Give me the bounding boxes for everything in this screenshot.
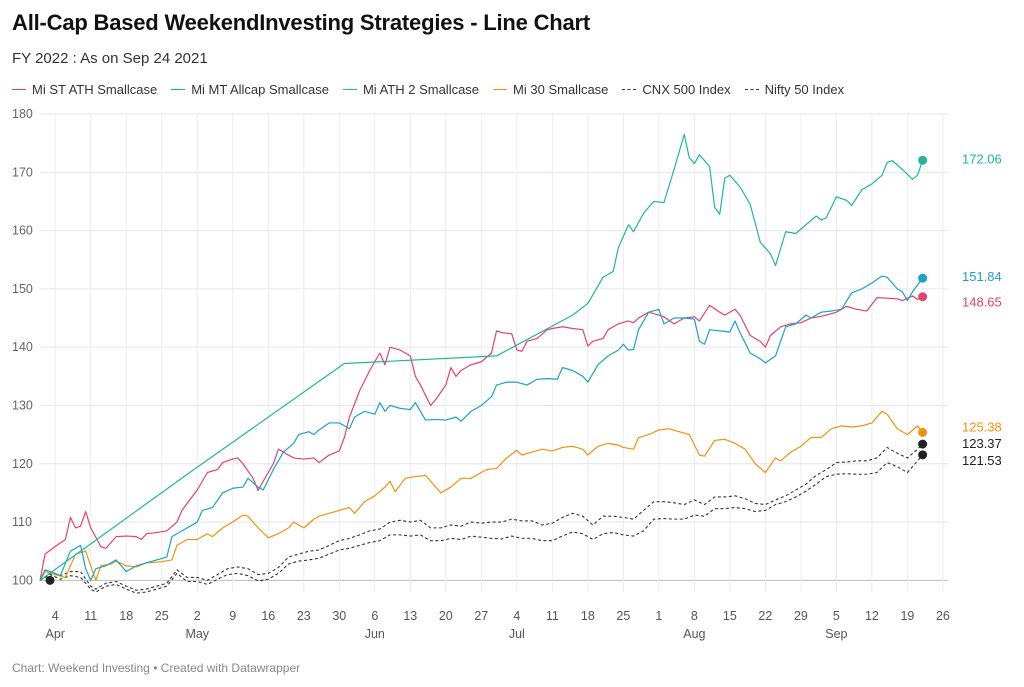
end-point-dot — [918, 292, 928, 302]
legend-label: Mi ST ATH Smallcase — [32, 82, 158, 97]
end-point-dot — [918, 450, 928, 460]
legend-item-mi-mt-allcap: Mi MT Allcap Smallcase — [171, 82, 329, 97]
legend-item-mi-ath-2: Mi ATH 2 Smallcase — [342, 82, 480, 97]
x-tick-label: 26 — [936, 609, 950, 623]
x-tick-label: 2 — [194, 609, 201, 623]
x-tick-label: 30 — [332, 609, 346, 623]
x-tick-label: 8 — [691, 609, 698, 623]
x-tick-label: 15 — [723, 609, 737, 623]
legend-item-nifty-50: Nifty 50 Index — [744, 82, 845, 97]
legend-item-mi-30: Mi 30 Smallcase — [493, 82, 608, 97]
y-tick-label: 100 — [12, 573, 33, 587]
x-tick-label: 1 — [655, 609, 662, 623]
end-point-dot — [918, 427, 928, 437]
legend-swatch — [622, 89, 637, 90]
legend-swatch — [744, 89, 759, 90]
legend-label: Nifty 50 Index — [764, 82, 845, 97]
series-line-mi-ath-2-smallcase — [39, 133, 924, 581]
y-tick-label: 160 — [12, 224, 33, 238]
x-tick-label: 23 — [297, 609, 311, 623]
x-tick-label: 25 — [155, 609, 169, 623]
x-month-label: Jul — [509, 627, 525, 641]
x-tick-label: 29 — [794, 609, 808, 623]
chart-subtitle: FY 2022 : As on Sep 24 2021 — [12, 50, 208, 67]
x-month-label: May — [185, 627, 209, 641]
start-point-dot — [45, 575, 55, 585]
x-tick-label: 18 — [119, 609, 133, 623]
y-tick-label: 170 — [12, 165, 33, 179]
chart-legend: Mi ST ATH Smallcase Mi MT Allcap Smallca… — [12, 82, 844, 97]
legend-label: Mi 30 Smallcase — [513, 82, 609, 97]
x-tick-label: 4 — [513, 609, 520, 623]
chart-title: All-Cap Based WeekendInvesting Strategie… — [12, 10, 591, 35]
y-tick-label: 130 — [12, 398, 33, 412]
series-line-nifty-50-index — [39, 454, 924, 594]
x-tick-label: 16 — [261, 609, 275, 623]
series-line-mi-st-ath-smallcase — [39, 295, 923, 581]
x-tick-label: 13 — [403, 609, 417, 623]
end-point-dot — [918, 439, 928, 449]
y-tick-label: 180 — [12, 107, 33, 121]
y-tick-label: 150 — [12, 282, 33, 296]
x-tick-label: 6 — [371, 609, 378, 623]
series-line-mi-30-smallcase — [39, 410, 924, 581]
x-month-label: Apr — [45, 627, 64, 641]
x-tick-label: 25 — [616, 609, 630, 623]
end-value-label: 151.84 — [962, 269, 1002, 284]
x-tick-label: 11 — [84, 609, 97, 623]
x-month-label: Sep — [825, 627, 847, 641]
x-tick-label: 12 — [865, 609, 879, 623]
x-tick-label: 18 — [581, 609, 595, 623]
x-tick-label: 20 — [439, 609, 453, 623]
x-tick-label: 4 — [52, 609, 59, 623]
end-point-dot — [918, 273, 928, 283]
x-tick-label: 9 — [229, 609, 236, 623]
legend-swatch — [12, 89, 26, 90]
x-tick-label: 27 — [474, 609, 488, 623]
y-tick-label: 110 — [12, 515, 32, 529]
legend-item-mi-st-ath: Mi ST ATH Smallcase — [12, 82, 157, 97]
legend-swatch — [493, 89, 508, 90]
y-tick-label: 140 — [12, 340, 33, 354]
legend-swatch — [342, 89, 357, 90]
end-value-label: 123.37 — [962, 436, 1002, 451]
end-value-label: 125.38 — [962, 419, 1002, 434]
legend-swatch — [171, 89, 186, 90]
series-line-mi-mt-allcap-smallcase — [39, 275, 924, 581]
legend-label: Mi ATH 2 Smallcase — [362, 82, 480, 97]
end-value-label: 148.65 — [962, 295, 1002, 310]
x-month-label: Jun — [365, 627, 385, 641]
x-tick-label: 22 — [758, 609, 772, 623]
x-tick-label: 11 — [546, 609, 559, 623]
end-value-label: 121.53 — [962, 453, 1002, 468]
chart-footer: Chart: Weekend Investing • Created with … — [12, 661, 301, 675]
y-tick-label: 120 — [12, 457, 33, 471]
x-month-label: Aug — [683, 627, 705, 641]
x-tick-label: 19 — [900, 609, 914, 623]
end-point-dot — [918, 155, 928, 165]
end-value-label: 172.06 — [962, 151, 1002, 166]
x-tick-label: 5 — [833, 609, 840, 623]
legend-label: CNX 500 Index — [642, 82, 731, 97]
legend-label: Mi MT Allcap Smallcase — [191, 82, 329, 97]
legend-item-cnx-500: CNX 500 Index — [622, 82, 731, 97]
